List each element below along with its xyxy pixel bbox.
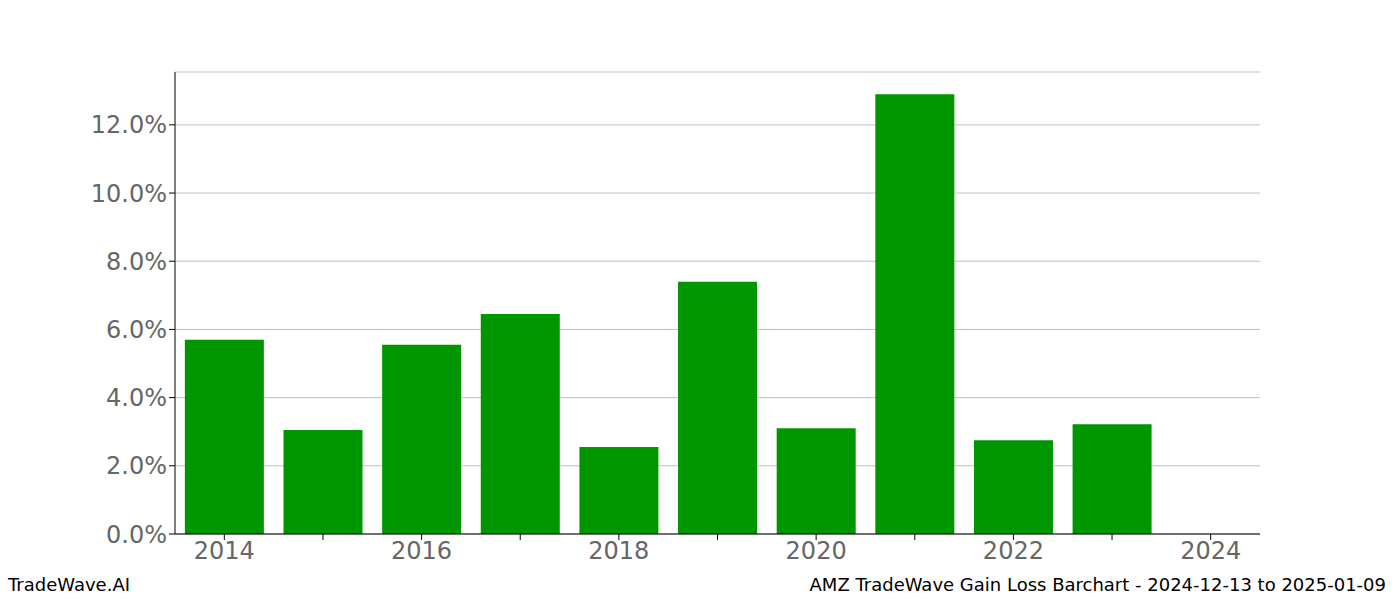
svg-text:6.0%: 6.0%: [106, 316, 167, 344]
svg-text:2022: 2022: [983, 537, 1044, 565]
svg-text:12.0%: 12.0%: [91, 111, 167, 139]
svg-text:2024: 2024: [1180, 537, 1241, 565]
svg-text:2020: 2020: [786, 537, 847, 565]
html-text:TradeWave.AI: TradeWave.AI: [8, 574, 130, 595]
svg-text:8.0%: 8.0%: [106, 248, 167, 276]
svg-text:2018: 2018: [588, 537, 649, 565]
svg-text:10.0%: 10.0%: [91, 180, 167, 208]
svg-text:4.0%: 4.0%: [106, 384, 167, 412]
svg-text:0.0%: 0.0%: [106, 521, 167, 549]
svg-text:2014: 2014: [194, 537, 255, 565]
html-text:AMZ TradeWave Gain Loss Barcha: AMZ TradeWave Gain Loss Barchart - 2024-…: [809, 574, 1386, 595]
svg-text:2.0%: 2.0%: [106, 452, 167, 480]
svg-text:2016: 2016: [391, 537, 452, 565]
